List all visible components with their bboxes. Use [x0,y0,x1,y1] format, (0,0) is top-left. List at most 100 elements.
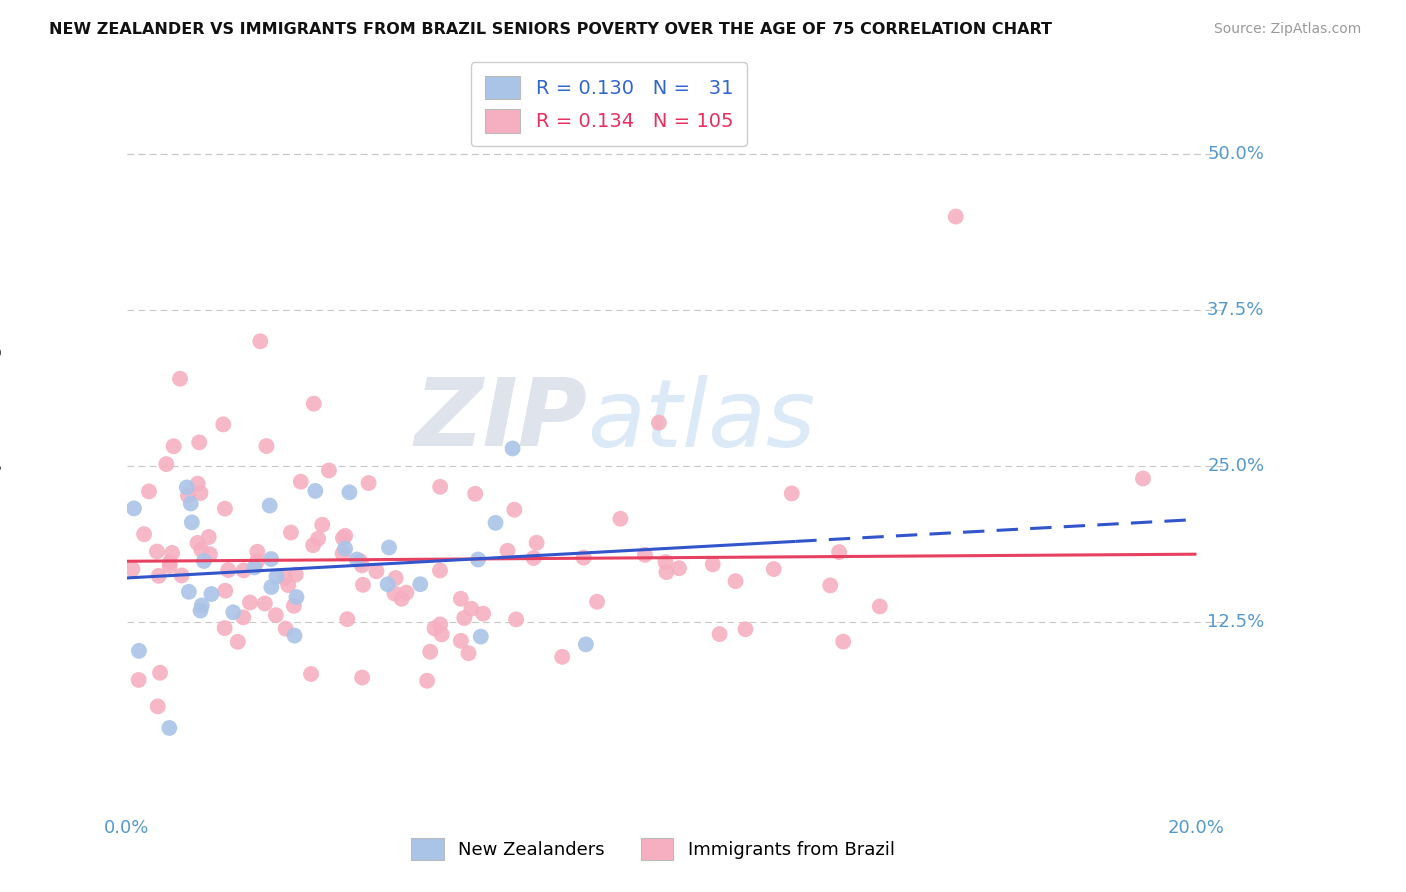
Point [146,699,169,714]
Point [551,649,574,664]
Point [259,499,281,513]
Point [780,486,803,500]
Point [249,334,271,349]
Point [232,610,254,624]
Point [352,578,374,592]
Point [450,591,472,606]
Text: 25.0%: 25.0% [1208,457,1264,475]
Point [200,587,222,601]
Point [157,721,180,735]
Text: ZIP: ZIP [415,374,588,467]
Text: Source: ZipAtlas.com: Source: ZipAtlas.com [1213,22,1361,37]
Point [419,645,441,659]
Point [828,545,851,559]
Point [586,595,609,609]
Point [260,552,283,566]
Point [159,559,181,574]
Point [177,489,200,503]
Point [384,586,406,600]
Point [332,547,354,561]
Point [162,439,184,453]
Point [188,435,211,450]
Point [702,558,724,572]
Point [634,548,657,562]
Text: 50.0%: 50.0% [1208,145,1264,163]
Point [191,599,214,613]
Point [502,442,524,456]
Point [304,483,326,498]
Point [138,484,160,499]
Point [655,565,678,579]
Point [246,545,269,559]
Point [121,562,143,576]
Point [523,551,546,566]
Point [470,630,492,644]
Point [460,601,482,615]
Point [423,621,446,635]
Text: 12.5%: 12.5% [1208,613,1264,631]
Point [264,608,287,623]
Point [283,599,305,613]
Point [280,525,302,540]
Point [333,541,356,556]
Point [155,457,177,471]
Point [256,439,278,453]
Point [450,633,472,648]
Point [378,541,401,555]
Point [391,591,413,606]
Point [214,501,236,516]
Point [170,568,193,582]
Point [122,501,145,516]
Point [180,496,202,510]
Point [217,563,239,577]
Point [429,617,451,632]
Point [377,577,399,591]
Point [307,532,329,546]
Point [149,665,172,680]
Point [333,529,356,543]
Point [609,512,631,526]
Point [350,558,373,573]
Text: atlas: atlas [588,375,815,466]
Point [668,561,690,575]
Point [290,475,312,489]
Point [274,571,297,585]
Point [190,486,212,500]
Point [416,673,439,688]
Point [266,569,288,583]
Point [818,578,841,592]
Point [253,597,276,611]
Point [232,563,254,577]
Point [260,580,283,594]
Point [197,530,219,544]
Point [226,635,249,649]
Point [246,554,269,568]
Point [186,536,208,550]
Point [146,544,169,558]
Point [302,538,325,552]
Point [724,574,747,589]
Point [128,644,150,658]
Point [148,569,170,583]
Point [180,516,202,530]
Point [332,531,354,545]
Point [572,550,595,565]
Point [575,637,598,651]
Point [395,585,418,599]
Point [709,627,731,641]
Text: Seniors Poverty Over the Age of 75: Seniors Poverty Over the Age of 75 [0,283,1,599]
Text: 37.5%: 37.5% [1208,301,1264,319]
Point [187,476,209,491]
Point [222,605,245,619]
Point [302,397,325,411]
Point [160,546,183,560]
Point [318,463,340,477]
Point [299,667,322,681]
Point [384,571,406,585]
Point [1132,471,1154,485]
Point [496,543,519,558]
Point [311,517,333,532]
Point [429,480,451,494]
Point [239,595,262,609]
Point [190,542,212,557]
